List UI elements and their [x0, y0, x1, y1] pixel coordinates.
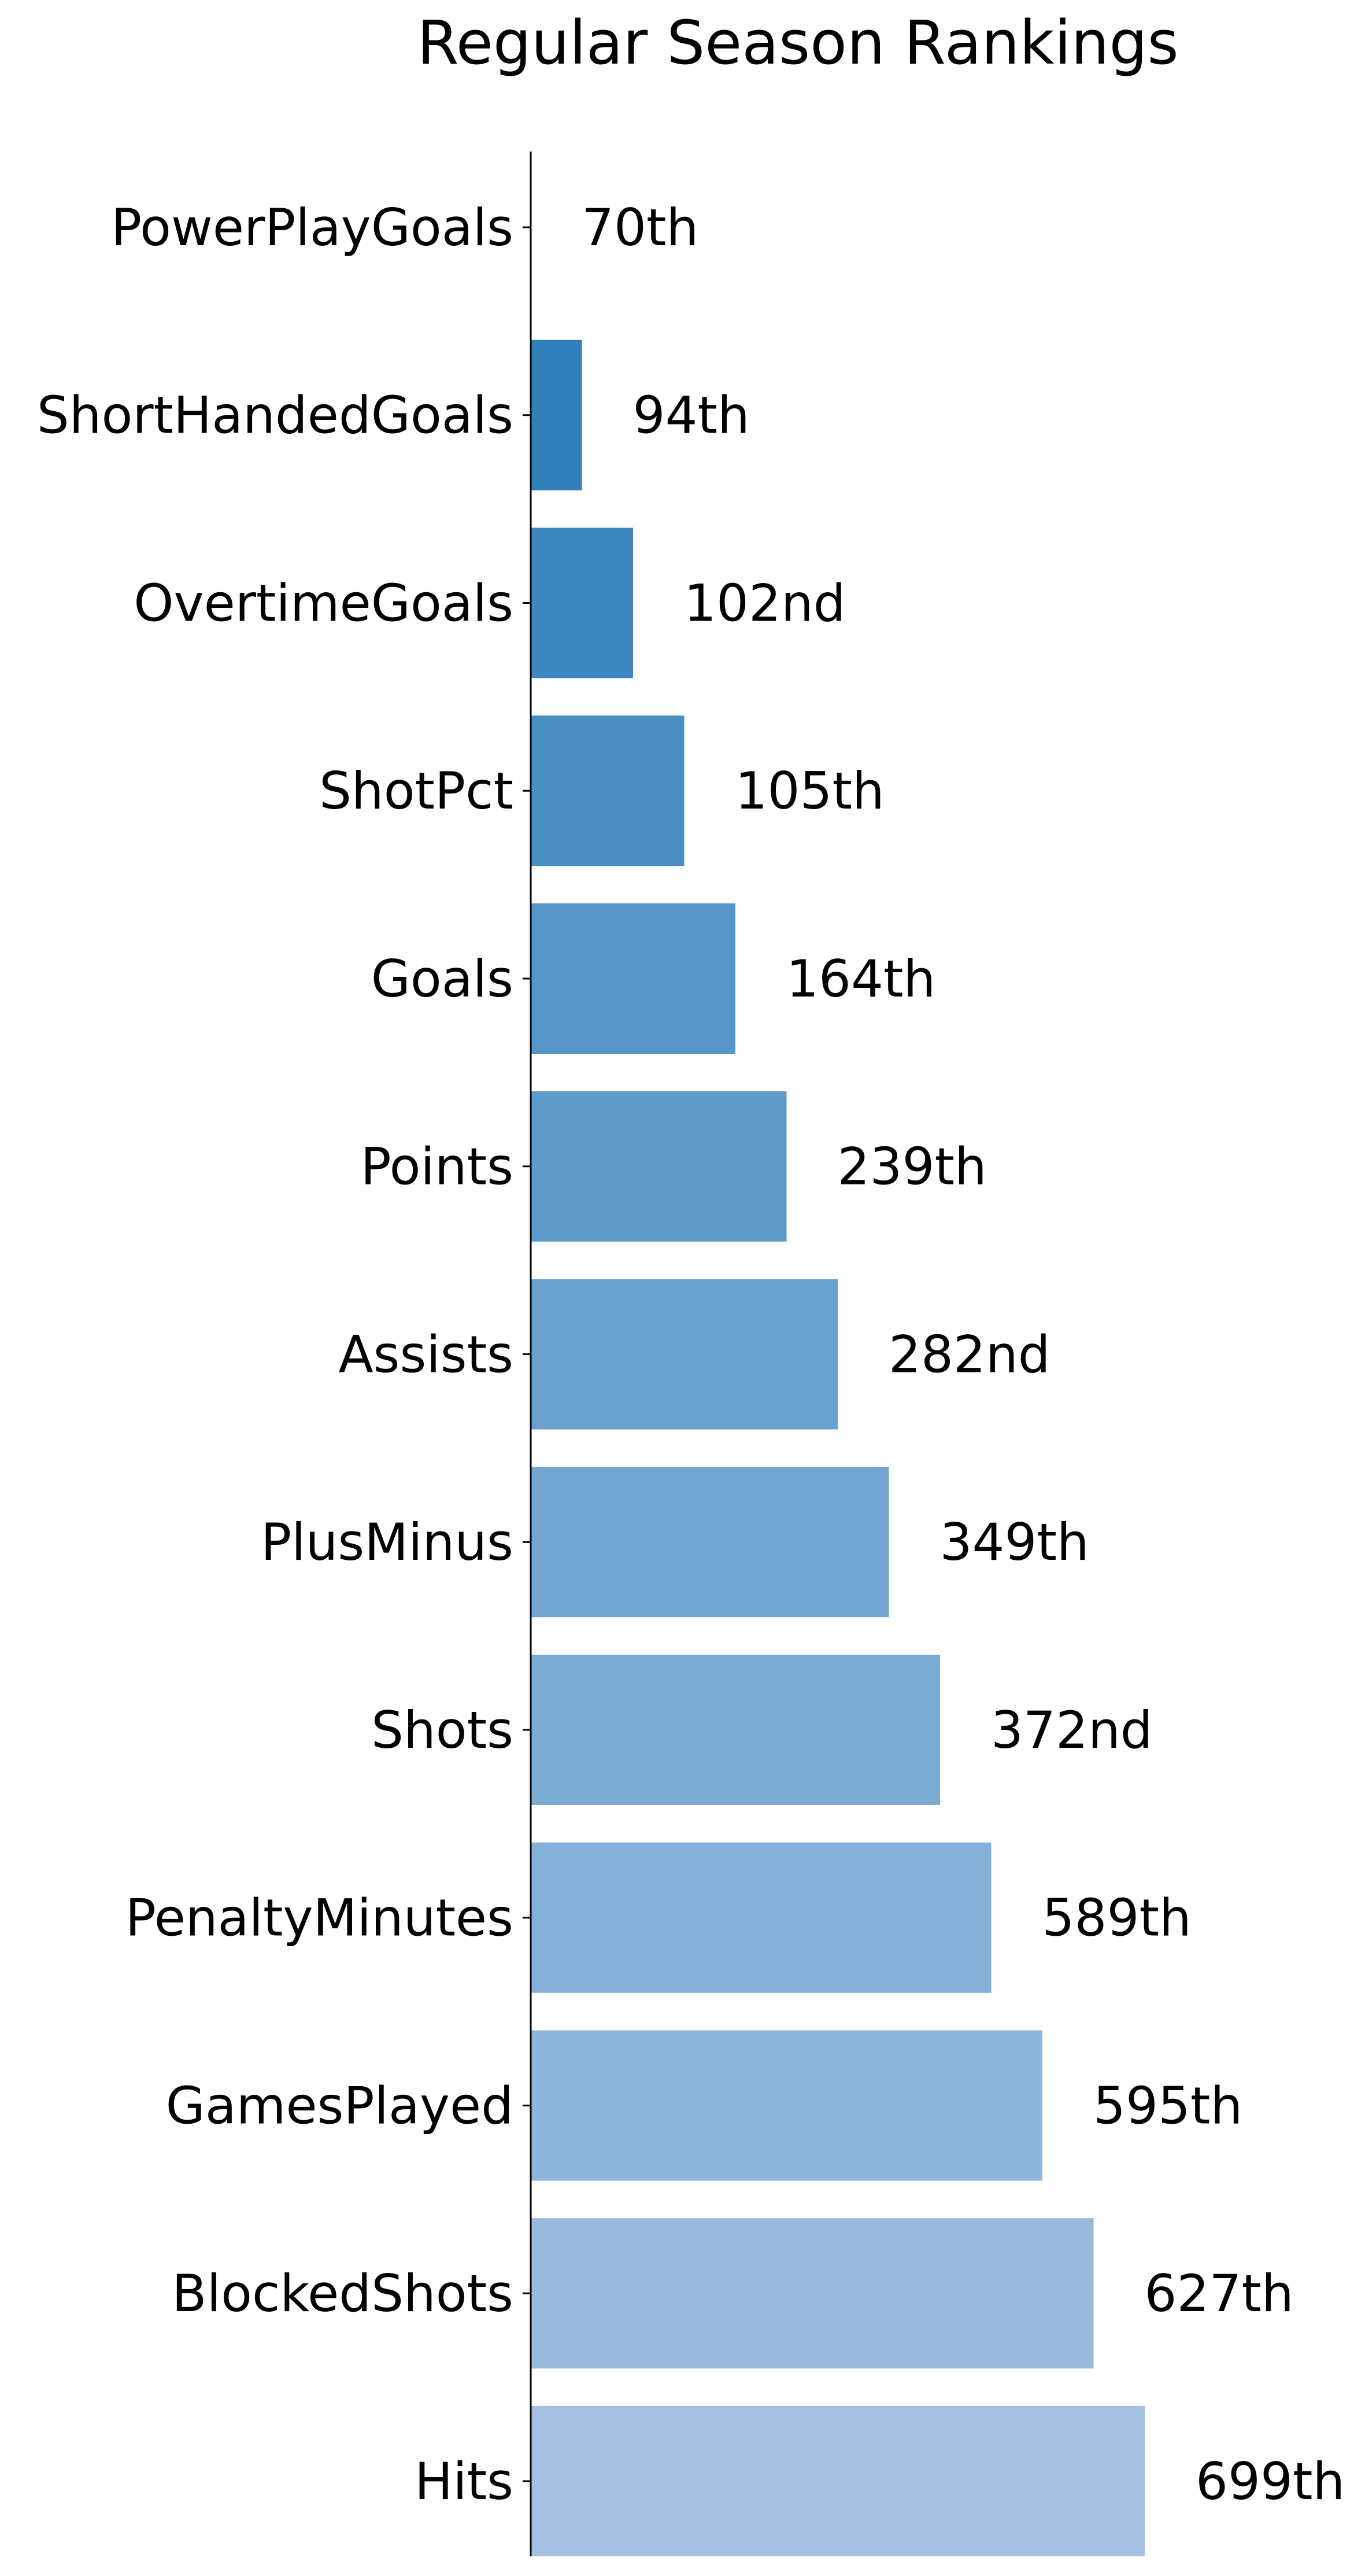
- value-label: 164th: [786, 949, 935, 1009]
- value-label: 105th: [735, 761, 885, 821]
- bar-PenaltyMinutes: [531, 1842, 992, 1993]
- value-label: 699th: [1196, 2452, 1345, 2511]
- bar-ShotPct: [531, 715, 685, 866]
- value-label: 595th: [1093, 2076, 1242, 2135]
- value-label: 627th: [1145, 2264, 1294, 2323]
- bar-BlockedShots: [531, 2218, 1094, 2369]
- category-label: Assists: [338, 1324, 513, 1384]
- bar-Shots: [531, 1655, 940, 1805]
- category-label: PlusMinus: [261, 1512, 513, 1572]
- value-label: 70th: [582, 198, 698, 257]
- category-label: Hits: [415, 2452, 513, 2511]
- value-label: 372nd: [991, 1700, 1153, 1760]
- value-label: 239th: [838, 1137, 987, 1197]
- bar-PlusMinus: [531, 1467, 889, 1618]
- category-label: PenaltyMinutes: [125, 1888, 513, 1948]
- bar-ShortHandedGoals: [531, 339, 582, 490]
- value-label: 94th: [633, 386, 750, 445]
- value-label: 349th: [940, 1512, 1089, 1572]
- category-label: Goals: [371, 949, 513, 1009]
- category-labels-group: PowerPlayGoals ShortHandedGoals OvertimeGo…: [37, 198, 531, 2511]
- bar-Points: [531, 1091, 787, 1242]
- category-label: OvertimeGoals: [134, 573, 513, 633]
- bar-Goals: [531, 903, 735, 1054]
- category-label: Points: [361, 1137, 513, 1197]
- chart-title: Regular Season Rankings: [417, 8, 1178, 78]
- value-labels-group: 70th 94th 102nd 105th 164th 239th 282nd 349th 37…: [582, 198, 1345, 2511]
- category-label: GamesPlayed: [166, 2076, 513, 2135]
- value-label: 102nd: [684, 573, 846, 633]
- bar-OvertimeGoals: [531, 527, 633, 678]
- bars-group: [531, 339, 1145, 2556]
- bar-GamesPlayed: [531, 2030, 1042, 2181]
- category-label: ShotPct: [319, 761, 513, 821]
- bar-Hits: [531, 2406, 1145, 2556]
- value-label: 282nd: [889, 1324, 1050, 1384]
- bar-Assists: [531, 1279, 838, 1430]
- category-label: BlockedShots: [172, 2264, 513, 2323]
- value-label: 589th: [1042, 1888, 1192, 1948]
- category-label: PowerPlayGoals: [111, 198, 513, 257]
- category-label: ShortHandedGoals: [37, 386, 513, 445]
- category-label: Shots: [371, 1700, 513, 1760]
